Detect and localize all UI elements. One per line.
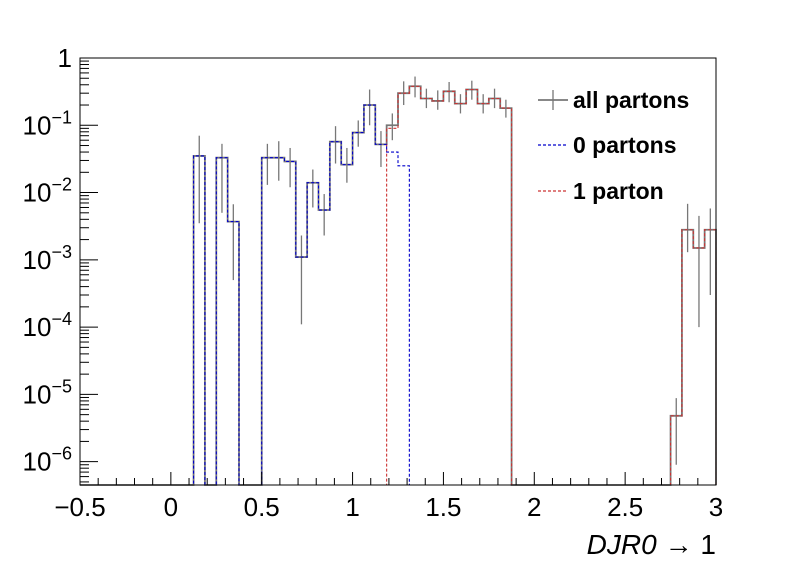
x-axis-title-suffix: → 1	[665, 529, 716, 560]
series-1-parton	[80, 85, 717, 486]
x-tick-label: 0.5	[244, 492, 280, 522]
legend-label: 0 partons	[573, 132, 677, 158]
y-tick-label: 10−4	[23, 309, 72, 342]
legend-label: all partons	[573, 87, 689, 113]
series-0-partons-step	[80, 104, 716, 486]
y-tick-label: 1	[58, 43, 72, 73]
legend-label: 1 parton	[573, 178, 664, 204]
y-tick-label: 10−5	[23, 376, 72, 409]
x-tick-label: 1.5	[425, 492, 461, 522]
x-tick-label: 3	[709, 492, 723, 522]
plot-frame	[79, 57, 717, 486]
legend-entry-0-partons: 0 partons	[538, 132, 677, 158]
y-tick-label: 10−3	[23, 242, 72, 275]
y-tick-label: 10−2	[23, 175, 72, 208]
y-axis: 1 10−1 10−2 10−3 10−4 10−5 10−6	[23, 43, 98, 483]
x-tick-label: 0	[164, 492, 178, 522]
x-tick-label: 2.5	[607, 492, 643, 522]
x-tick-label: 1	[345, 492, 359, 522]
x-tick-label: −0.5	[54, 492, 105, 522]
series-1-parton-step	[80, 85, 717, 486]
plot-area-border	[79, 57, 717, 486]
y-tick-label: 10−6	[23, 444, 72, 477]
legend: all partons 0 partons 1 parton	[538, 87, 689, 204]
x-axis-title-variable: DJR0	[587, 529, 657, 560]
legend-entry-1-parton: 1 parton	[538, 178, 664, 204]
y-tick-label: 10−1	[23, 107, 72, 140]
x-tick-label: 2	[527, 492, 541, 522]
series-0-partons	[80, 104, 716, 486]
legend-entry-all-partons: all partons	[538, 87, 689, 113]
x-axis-title: DJR0 → 1	[587, 529, 716, 560]
x-axis: −0.5 0 0.5 1 1.5 2 2.5 3	[54, 472, 723, 522]
